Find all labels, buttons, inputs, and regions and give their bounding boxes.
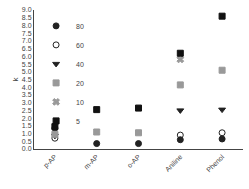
svg-text:5.5: 5.5	[22, 61, 32, 68]
svg-text:9.0: 9.0	[22, 6, 32, 13]
svg-text:7.0: 7.0	[22, 37, 32, 44]
svg-text:2.0: 2.0	[22, 115, 32, 122]
svg-text:6.0: 6.0	[22, 53, 32, 60]
svg-text:80: 80	[76, 23, 84, 30]
svg-text:60: 60	[76, 42, 84, 49]
svg-text:m-AP: m-AP	[83, 153, 101, 171]
svg-text:3.0: 3.0	[22, 99, 32, 106]
svg-text:p-AP: p-AP	[42, 153, 59, 170]
svg-text:1.0: 1.0	[22, 130, 32, 137]
svg-text:5.0: 5.0	[22, 68, 32, 75]
svg-text:0.5: 0.5	[22, 138, 32, 145]
svg-text:2.5: 2.5	[22, 107, 32, 114]
svg-text:o-AP: o-AP	[126, 153, 142, 169]
svg-text:Aniline: Aniline	[164, 153, 184, 173]
svg-text:0.0: 0.0	[22, 145, 32, 152]
svg-text:k: k	[11, 77, 20, 82]
svg-text:1.5: 1.5	[22, 122, 32, 129]
svg-text:4.0: 4.0	[22, 84, 32, 91]
svg-text:40: 40	[76, 61, 84, 68]
svg-text:7.5: 7.5	[22, 30, 32, 37]
svg-text:6.5: 6.5	[22, 45, 32, 52]
svg-text:Phenol: Phenol	[205, 153, 226, 174]
svg-text:10: 10	[76, 99, 84, 106]
svg-text:8.0: 8.0	[22, 22, 32, 29]
svg-text:4.5: 4.5	[22, 76, 32, 83]
svg-text:3.5: 3.5	[22, 91, 32, 98]
svg-text:5: 5	[76, 118, 80, 125]
svg-text:8.5: 8.5	[22, 14, 32, 21]
svg-text:20: 20	[76, 80, 84, 87]
